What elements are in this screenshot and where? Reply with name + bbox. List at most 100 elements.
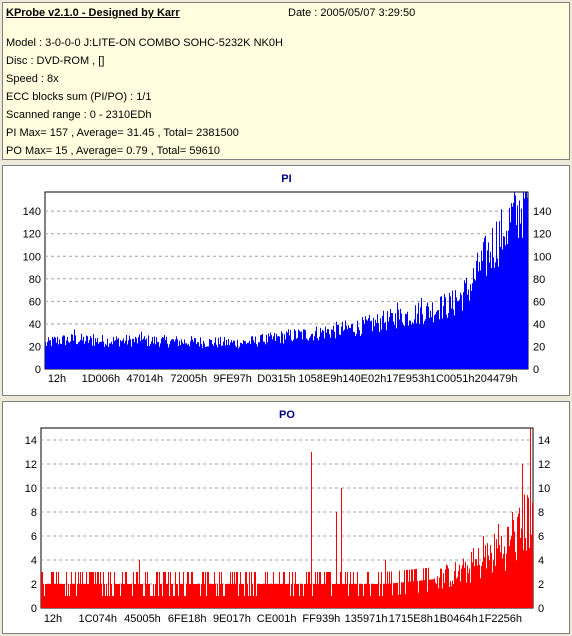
pi-bar bbox=[265, 344, 266, 369]
po-bar bbox=[84, 584, 85, 608]
pi-bar bbox=[225, 345, 226, 369]
po-bar bbox=[447, 565, 448, 608]
po-bar bbox=[522, 464, 523, 608]
pi-bar bbox=[366, 319, 367, 369]
pi-bar bbox=[392, 312, 393, 369]
po-bar bbox=[201, 584, 202, 608]
pi-bar bbox=[99, 342, 100, 369]
pi-bar bbox=[492, 227, 493, 369]
pi-bar bbox=[503, 235, 504, 369]
po-bar bbox=[444, 582, 445, 608]
po-bar bbox=[157, 572, 158, 608]
po-bar bbox=[489, 560, 490, 608]
po-bar bbox=[347, 572, 348, 608]
po-bar bbox=[362, 584, 363, 608]
po-bar bbox=[328, 572, 329, 608]
po-bar bbox=[321, 584, 322, 608]
pi-bar bbox=[95, 338, 96, 369]
po-bar bbox=[233, 584, 234, 608]
po-bar bbox=[146, 584, 147, 608]
po-bar bbox=[220, 584, 221, 608]
pi-bar bbox=[510, 222, 511, 369]
pi-x-tick-label: 47014h bbox=[126, 373, 163, 385]
po-bar bbox=[186, 584, 187, 608]
pi-bar bbox=[380, 318, 381, 369]
po-bar bbox=[424, 580, 425, 608]
po-bars bbox=[41, 428, 533, 608]
pi-bar bbox=[122, 340, 123, 369]
pi-bar bbox=[513, 202, 514, 369]
po-bar bbox=[322, 584, 323, 608]
pi-bar bbox=[218, 337, 219, 369]
pi-bar bbox=[108, 346, 109, 369]
pi-bar bbox=[266, 334, 267, 369]
po-bar bbox=[51, 572, 52, 608]
po-bar bbox=[204, 584, 205, 608]
pi-bar bbox=[458, 301, 459, 369]
po-bar bbox=[481, 566, 482, 608]
pi-bar bbox=[148, 335, 149, 369]
po-bar bbox=[238, 596, 239, 608]
po-bar bbox=[386, 583, 387, 608]
po-bar bbox=[411, 569, 412, 608]
pi-bar bbox=[471, 290, 472, 369]
po-bar bbox=[173, 596, 174, 608]
po-bar bbox=[368, 572, 369, 608]
po-bar bbox=[319, 572, 320, 608]
po-bar bbox=[234, 572, 235, 608]
po-bar bbox=[177, 584, 178, 608]
pi-bar bbox=[321, 332, 322, 369]
po-bar bbox=[163, 572, 164, 608]
pi-bar bbox=[86, 335, 87, 369]
po-bar bbox=[187, 572, 188, 608]
pi-bar bbox=[326, 332, 327, 369]
pi-bar bbox=[117, 339, 118, 369]
pi-bar bbox=[49, 340, 50, 369]
po-bar bbox=[394, 583, 395, 608]
pi-bar bbox=[175, 339, 176, 369]
po-bar bbox=[50, 584, 51, 608]
pi-bar bbox=[161, 338, 162, 369]
po-bar bbox=[166, 584, 167, 608]
pi-bar bbox=[82, 340, 83, 369]
po-bar bbox=[148, 584, 149, 608]
pi-bar bbox=[316, 326, 317, 369]
pi-bar bbox=[112, 344, 113, 369]
pi-bar bbox=[363, 320, 364, 369]
po-bar bbox=[494, 533, 495, 608]
po-bar bbox=[262, 584, 263, 608]
pi-bar bbox=[329, 334, 330, 369]
pi-bar bbox=[272, 339, 273, 369]
pi-bar bbox=[344, 329, 345, 369]
po-bar bbox=[223, 596, 224, 608]
pi-bar bbox=[421, 297, 422, 369]
pi-bar bbox=[158, 341, 159, 369]
po-bar bbox=[391, 571, 392, 608]
pi-bar bbox=[394, 324, 395, 369]
po-bar bbox=[243, 584, 244, 608]
po-bar bbox=[168, 572, 169, 608]
pi-bar bbox=[412, 322, 413, 369]
pi-bar bbox=[473, 268, 474, 369]
po-bar bbox=[468, 573, 469, 608]
pi-bar bbox=[357, 320, 358, 369]
po-bar bbox=[171, 584, 172, 608]
pi-bar bbox=[475, 280, 476, 369]
pi-bar bbox=[222, 345, 223, 369]
po-bar bbox=[480, 578, 481, 608]
po-bar bbox=[437, 576, 438, 608]
po-bar bbox=[279, 572, 280, 608]
po-bar bbox=[392, 595, 393, 608]
po-bar bbox=[528, 497, 529, 608]
po-bar bbox=[370, 596, 371, 608]
po-bar bbox=[486, 568, 487, 608]
pi-bar bbox=[478, 271, 479, 369]
pi-bar bbox=[67, 336, 68, 369]
pi-bar bbox=[455, 290, 456, 369]
po-bar bbox=[338, 584, 339, 608]
po-bar bbox=[495, 565, 496, 608]
pi-bar bbox=[410, 320, 411, 369]
po-bar bbox=[111, 584, 112, 608]
po-x-tick-label: 135971h bbox=[345, 613, 388, 625]
pi-bar bbox=[364, 324, 365, 369]
